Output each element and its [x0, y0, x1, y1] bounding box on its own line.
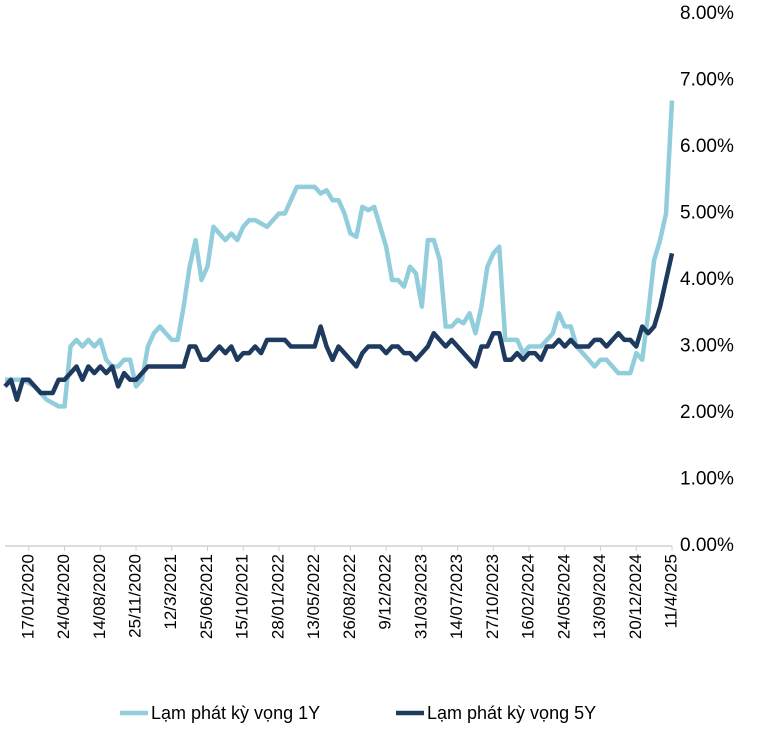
x-tick-label: 11/4/2025	[661, 554, 680, 628]
x-tick-label: 24/05/2024	[554, 554, 573, 639]
x-tick-label: 26/08/2022	[340, 554, 359, 639]
y-tick-label: 5.00%	[680, 203, 734, 224]
x-tick-label: 14/08/2020	[90, 554, 109, 639]
x-tick-label: 14/07/2023	[447, 554, 466, 639]
x-tick-label: 27/10/2023	[483, 554, 502, 639]
x-tick-label: 25/11/2020	[126, 554, 145, 638]
x-tick-label: 24/04/2020	[54, 554, 73, 639]
legend-label: Lạm phát kỳ vọng 5Y	[427, 703, 596, 723]
x-tick-label: 20/12/2024	[626, 554, 645, 639]
y-tick-label: 8.00%	[680, 3, 734, 24]
x-tick-label: 28/01/2022	[268, 554, 287, 639]
y-tick-label: 3.00%	[680, 336, 734, 357]
y-tick-label: 6.00%	[680, 136, 734, 157]
series-line	[3, 252, 675, 402]
x-tick-label: 9/12/2022	[376, 554, 395, 630]
y-tick-label: 0.00%	[680, 535, 734, 556]
x-tick-label: 12/3/2021	[161, 554, 180, 630]
y-tick-label: 2.00%	[680, 402, 734, 423]
y-tick-label: 4.00%	[680, 269, 734, 290]
x-tick-label: 13/05/2022	[304, 554, 323, 639]
x-tick-label: 15/10/2021	[233, 554, 252, 639]
x-tick-label: 13/09/2024	[590, 554, 609, 639]
x-tick-label: 25/06/2021	[197, 554, 216, 639]
series-line	[5, 100, 675, 409]
legend-label: Lạm phát kỳ vọng 1Y	[151, 703, 320, 723]
x-tick-label: 31/03/2023	[411, 554, 430, 639]
x-tick-label: 16/02/2024	[519, 554, 538, 639]
y-tick-label: 7.00%	[680, 70, 734, 91]
y-tick-label: 1.00%	[680, 469, 734, 490]
x-tick-label: 17/01/2020	[18, 554, 37, 639]
